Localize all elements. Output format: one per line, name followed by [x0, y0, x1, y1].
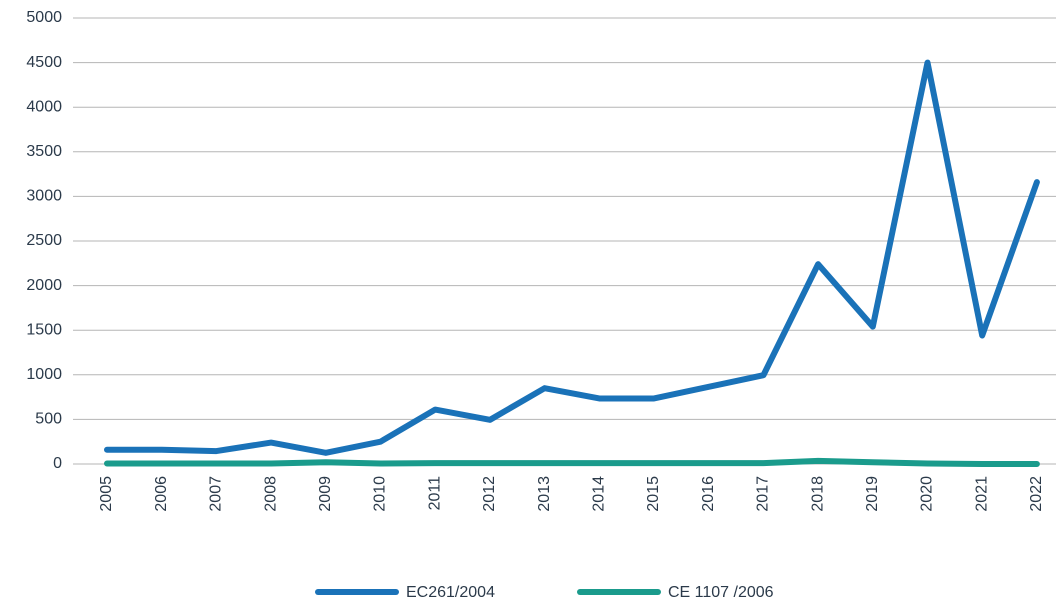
x-tick-label: 2017	[755, 476, 772, 512]
legend-label: EC261/2004	[406, 584, 495, 601]
x-tick-label: 2006	[153, 476, 170, 512]
x-tick-label: 2013	[536, 476, 553, 512]
x-tick-label: 2005	[98, 476, 115, 512]
x-tick-label: 2014	[591, 476, 608, 512]
y-tick-label: 500	[35, 411, 62, 428]
x-tick-label: 2008	[262, 476, 279, 512]
x-tick-label: 2022	[1028, 476, 1045, 512]
x-tick-label: 2010	[372, 476, 389, 512]
y-tick-label: 5000	[26, 9, 62, 26]
legend-label: CE 1107 /2006	[668, 584, 774, 601]
data-line	[104, 457, 1040, 467]
x-tick-label: 2019	[864, 476, 881, 512]
x-tick-label: 2009	[317, 476, 334, 512]
x-tick-label: 2018	[809, 476, 826, 512]
y-tick-label: 1000	[26, 366, 62, 383]
x-tick-label: 2011	[426, 476, 443, 511]
y-tick-label: 1500	[26, 321, 62, 338]
y-tick-label: 3000	[26, 188, 62, 205]
x-tick-label: 2020	[919, 476, 936, 512]
y-tick-label: 4000	[26, 98, 62, 115]
y-tick-label: 4500	[26, 54, 62, 71]
x-tick-label: 2015	[645, 476, 662, 512]
y-tick-label: 0	[53, 455, 62, 472]
y-tick-label: 2000	[26, 277, 62, 294]
y-tick-label: 2500	[26, 232, 62, 249]
x-tick-label: 2016	[700, 476, 717, 512]
data-line	[104, 59, 1040, 456]
y-tick-label: 3500	[26, 143, 62, 160]
x-tick-label: 2012	[481, 476, 498, 512]
x-tick-label: 2021	[973, 476, 990, 512]
x-tick-label: 2007	[208, 476, 225, 512]
